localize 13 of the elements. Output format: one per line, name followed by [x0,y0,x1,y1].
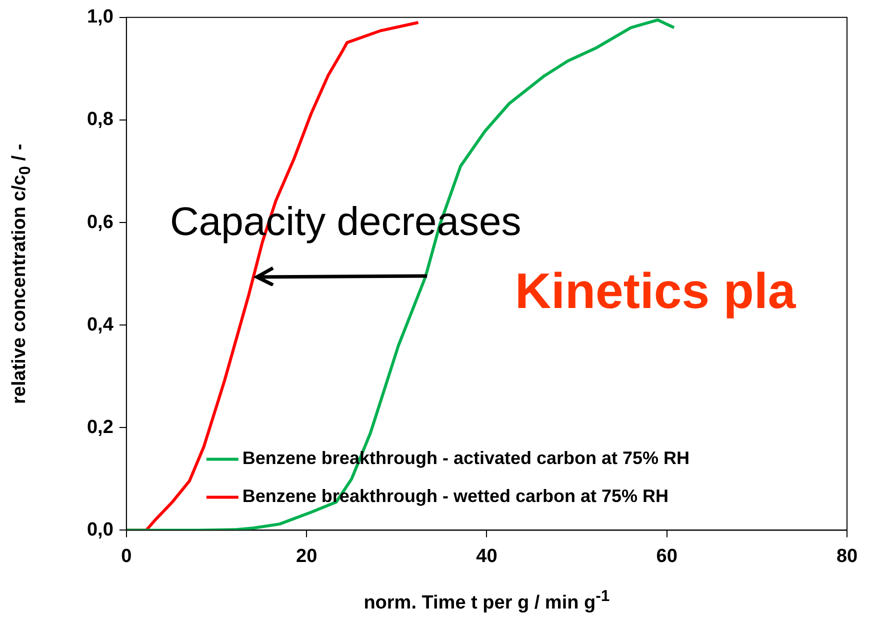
annotation: Kinetics pla [515,262,796,320]
y-tick-label: 0,4 [86,314,114,336]
x-tick-label: 40 [476,546,498,567]
x-tick-label: 60 [656,546,678,567]
y-tick-label: 0,2 [86,416,114,438]
y-tick-label: 0,6 [86,212,114,233]
x-axis-title: norm. Time t per g / min g$^{-1}$ [364,588,610,614]
y-tick-label: 0,8 [86,109,114,130]
y-tick-label: 0,0 [86,519,114,540]
x-tick-label: 0 [121,546,132,567]
x-tick-label: 20 [296,546,318,567]
y-tick-label: 1,0 [86,6,114,28]
x-tick-label: 80 [836,546,858,567]
